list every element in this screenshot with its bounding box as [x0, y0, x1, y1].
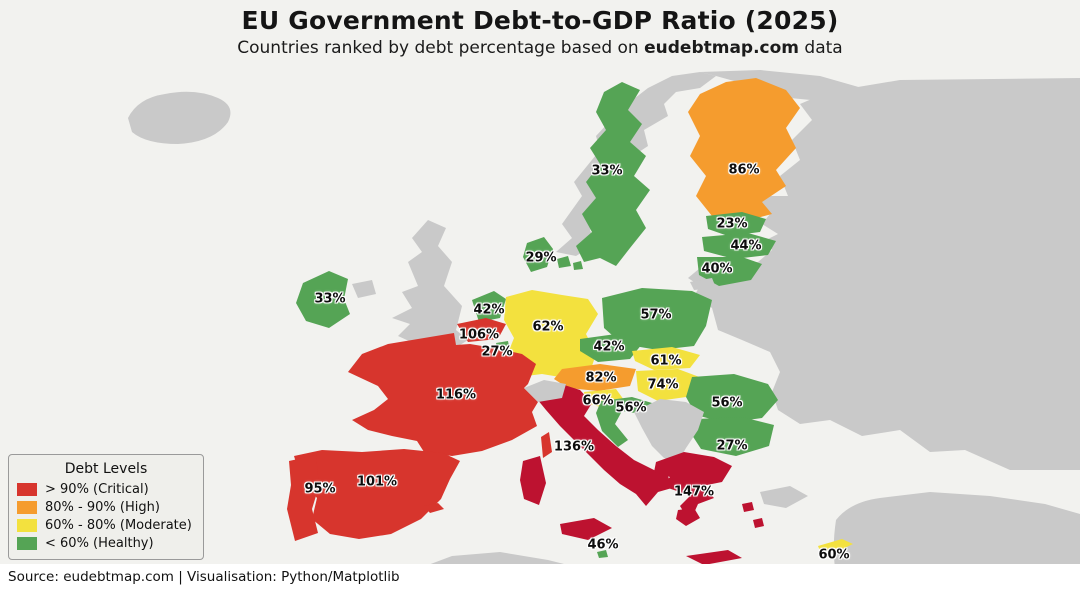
country-shape-poland — [602, 288, 712, 350]
legend-title: Debt Levels — [64, 461, 148, 477]
legend-swatch-moderate — [17, 519, 37, 532]
country-shape-austria — [554, 364, 636, 391]
country-shape-czechia — [580, 334, 642, 362]
country-shape-lithuania — [697, 257, 762, 286]
legend-label-high: 80% - 90% (High) — [45, 500, 160, 515]
country-shape-ireland — [296, 271, 350, 328]
country-shape-estonia — [706, 212, 766, 236]
country-shape-finland — [688, 78, 800, 222]
country-shape-sicily — [560, 518, 612, 540]
legend-item-high: 80% - 90% (High) — [17, 500, 195, 515]
legend-item-moderate: 60% - 80% (Moderate) — [17, 518, 195, 533]
source-text: Source: eudebtmap.com | Visualisation: P… — [8, 568, 400, 585]
country-shape-greece — [654, 452, 732, 522]
legend: Debt Levels > 90% (Critical) 80% - 90% (… — [8, 454, 204, 560]
country-shape-denmark — [523, 237, 553, 272]
country-shape-italy — [536, 383, 672, 506]
legend-swatch-critical — [17, 483, 37, 496]
country-shape-denmark-funen — [573, 261, 583, 270]
country-shape-spain — [294, 449, 460, 539]
country-shape-germany — [504, 290, 598, 378]
country-shape-belgium — [457, 318, 506, 342]
country-shape-netherlands — [472, 291, 506, 322]
country-shape-turkey-european — [760, 486, 808, 508]
region-shape-north-scandinavia — [700, 70, 862, 102]
country-shape-hungary — [636, 369, 702, 401]
country-shape-iceland — [128, 91, 231, 144]
region-shape-west-balkans — [634, 399, 704, 462]
legend-item-healthy: < 60% (Healthy) — [17, 536, 195, 551]
country-shape-northern-ireland — [352, 280, 376, 298]
country-shape-greek-island-1 — [742, 502, 754, 512]
country-shape-croatia — [596, 397, 652, 447]
country-shape-peloponnese — [676, 508, 700, 526]
country-shape-slovakia — [632, 347, 700, 370]
country-shape-greek-island-2 — [753, 518, 764, 528]
region-shape-eastern-europe-russia — [688, 78, 1080, 470]
country-shape-great-britain — [392, 220, 468, 350]
country-shape-corsica — [541, 432, 552, 458]
region-shape-kaliningrad — [690, 278, 716, 290]
legend-swatch-high — [17, 501, 37, 514]
legend-item-critical: > 90% (Critical) — [17, 482, 195, 497]
country-shape-denmark-zealand — [557, 256, 571, 268]
source-footer: Source: eudebtmap.com | Visualisation: P… — [0, 564, 1080, 589]
country-shape-bulgaria — [690, 417, 774, 456]
legend-label-healthy: < 60% (Healthy) — [45, 536, 154, 551]
country-shape-portugal — [287, 455, 319, 541]
country-shape-latvia — [702, 233, 776, 259]
country-shape-sweden — [576, 82, 650, 266]
country-shape-sardinia — [520, 456, 546, 505]
country-shape-crete — [686, 550, 742, 565]
country-shape-france — [348, 333, 538, 456]
legend-label-critical: > 90% (Critical) — [45, 482, 149, 497]
country-shape-malta — [597, 550, 608, 558]
country-shape-balearic-islands — [424, 503, 444, 513]
country-shape-switzerland — [524, 380, 566, 402]
country-shape-romania — [686, 374, 778, 423]
country-shape-cyprus — [818, 539, 853, 552]
legend-label-moderate: 60% - 80% (Moderate) — [45, 518, 192, 533]
legend-swatch-healthy — [17, 537, 37, 550]
